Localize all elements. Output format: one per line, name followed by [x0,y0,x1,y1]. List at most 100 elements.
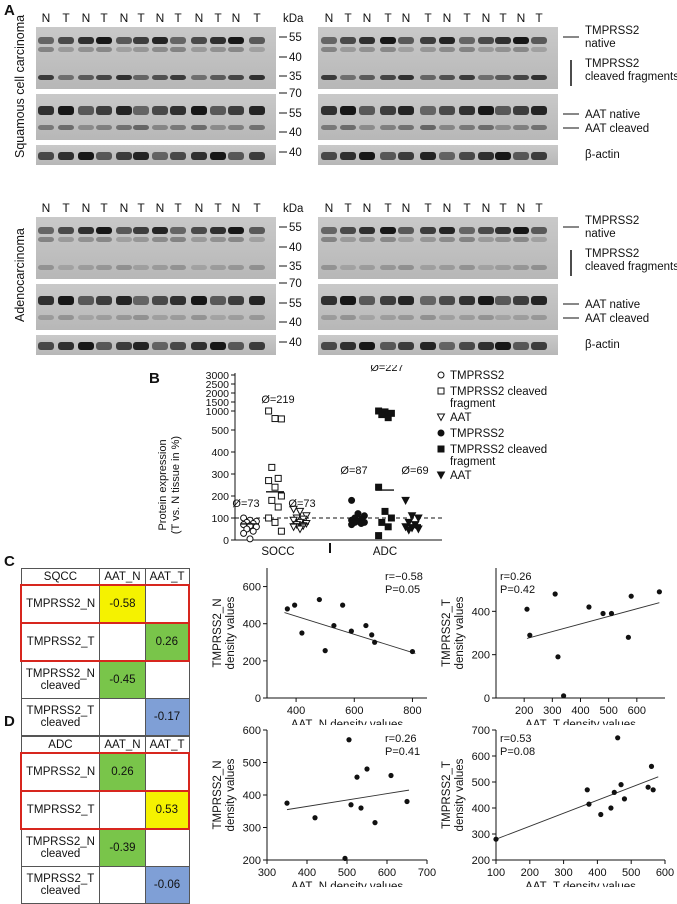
data-point [271,483,279,491]
data-point [600,610,606,617]
band [359,265,375,270]
band [495,342,511,350]
band [228,265,244,270]
band [439,75,455,80]
band [398,265,414,270]
band [210,227,226,234]
band [478,75,494,80]
band [340,227,356,234]
kda-marker: 55 [289,32,302,44]
cell-aat-t [144,584,190,624]
mean-label: Ø=227 [370,365,403,374]
cell-aat-n [99,866,146,904]
data-point [364,766,370,772]
band [420,37,436,44]
x-tick-label: 300 [258,867,276,879]
band [380,227,396,234]
lane-label: T [137,11,145,25]
band [478,315,494,320]
band [78,47,94,52]
row-title-adc: Adenocarcinoma [13,228,27,322]
band [531,342,547,350]
data-point [586,801,592,807]
kda-label: kDa [283,13,304,25]
band [78,265,94,270]
band [340,237,356,242]
band [439,237,455,242]
x-tick-label: 100 [487,867,505,879]
y-axis-label: density values [225,596,237,669]
data-point [246,535,254,543]
band [58,315,74,320]
table-row: TMPRSS2_N -0.58 [20,584,190,624]
band [152,152,168,160]
lane-label: T [384,201,392,215]
label-beta-actin: β-actin [585,339,620,351]
band [340,37,356,44]
band [478,37,494,44]
y-axis-label: TMPRSS2_T [441,599,453,667]
data-point [372,639,378,645]
band [228,75,244,80]
table-header-aat-t: AAT_T [144,568,190,586]
lane-label: N [195,11,204,25]
panel-letter-b: B [149,370,160,387]
band [249,37,265,44]
group-label-adc: ADC [373,546,397,555]
band [228,342,244,350]
band [531,265,547,270]
regression-line [526,602,660,639]
x-tick-label: 400 [571,705,589,717]
stat-annotation: P=0.05 [385,584,420,596]
band [420,106,436,115]
row-label: TMPRSS2_N cleaved [20,828,101,867]
band [380,315,396,320]
band [380,342,396,350]
band [420,342,436,350]
data-point [561,693,567,699]
band [420,315,436,320]
band [359,106,375,115]
data-point [340,602,346,608]
band [170,296,186,305]
table-row: TMPRSS2_T 0.53 [20,790,190,830]
band [459,75,475,80]
y-tick-label: 700 [472,725,490,737]
band [116,47,132,52]
x-tick-label: 400 [287,705,305,717]
band [170,106,186,115]
band [340,342,356,350]
data-point [645,784,651,790]
band [96,342,112,350]
lane-label: N [82,11,91,25]
y-tick-label: 1000 [206,406,230,418]
legend-symbol [437,445,445,453]
band [228,47,244,52]
data-point [628,593,634,599]
data-point [348,802,354,808]
band [513,125,529,130]
band [513,227,529,234]
lane-label: T [62,11,70,25]
band [531,75,547,80]
band [249,265,265,270]
band [359,227,375,234]
band [249,152,265,160]
band [133,75,149,80]
band [96,152,112,160]
label-aat-cleaved: AAT cleaved [585,313,649,325]
band [96,265,112,270]
band [38,37,54,44]
band [513,47,529,52]
cell-aat-n: 0.26 [99,752,146,792]
band [340,47,356,52]
band [133,237,149,242]
band [152,37,168,44]
lane-label: T [384,11,392,25]
band [116,152,132,160]
band [228,106,244,115]
kda-marker: 55 [289,298,302,310]
data-point [348,496,356,504]
data-point [527,632,533,638]
mean-label: Ø=73 [288,498,315,510]
